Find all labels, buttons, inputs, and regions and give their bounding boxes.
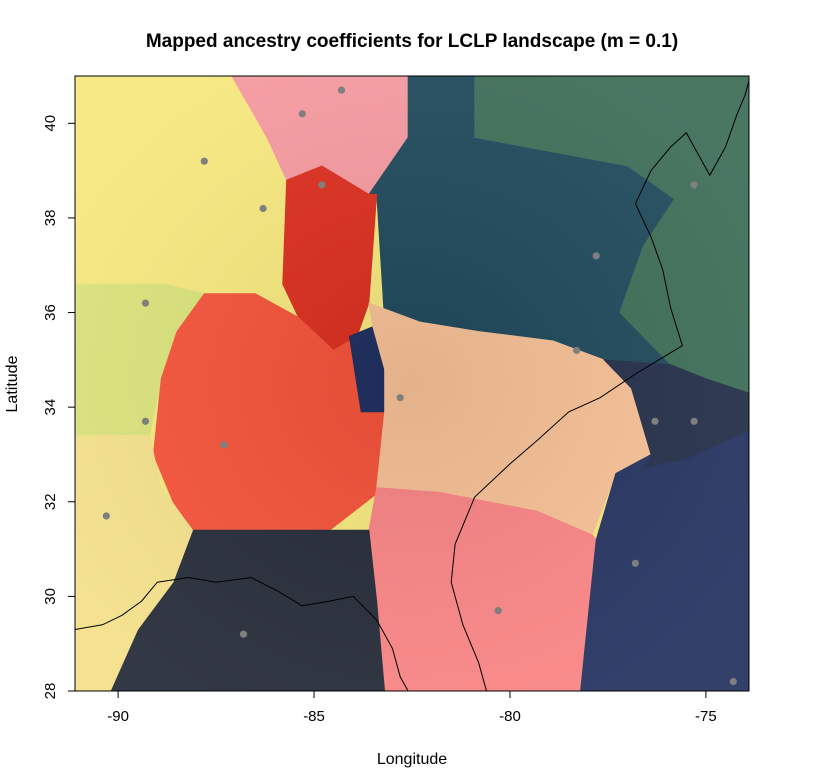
y-axis-label: Latitude	[4, 355, 21, 412]
plot-frame	[74, 75, 750, 692]
y-tick-label-5: 36	[42, 304, 59, 321]
sample-point-1	[337, 86, 346, 94]
sample-point-3	[200, 157, 208, 165]
sample-point-4	[318, 181, 326, 189]
sample-point-2	[298, 110, 306, 118]
y-axis: 28 30 32 34 36 38 40	[42, 115, 75, 699]
sample-point-16	[631, 559, 640, 567]
coastline-segment-2	[450, 80, 749, 691]
sample-point-14	[690, 417, 698, 425]
x-axis-label: Longitude	[377, 751, 447, 768]
x-tick-label-2: -85	[303, 708, 325, 725]
sample-point-12	[220, 441, 228, 449]
chart-title: Mapped ancestry coefficients for LCLP la…	[146, 31, 678, 52]
x-tick-label-4: -75	[695, 708, 717, 725]
sample-point-9	[690, 181, 698, 189]
sample-point-19	[729, 677, 737, 686]
coastline-segment-1	[75, 576, 409, 691]
x-axis: -90 -85 -80 -75	[107, 691, 717, 725]
coastline	[75, 80, 749, 691]
y-tick-label-2: 30	[42, 588, 59, 605]
plot-area	[75, 76, 749, 691]
sample-point-10	[396, 394, 404, 402]
x-tick-label-1: -90	[107, 708, 129, 725]
sample-point-7	[592, 252, 600, 260]
sample-point-8	[573, 346, 581, 354]
sample-point-13	[651, 417, 659, 425]
y-tick-label-6: 38	[42, 210, 59, 227]
y-tick-label-1: 28	[42, 683, 59, 700]
y-tick-label-3: 32	[42, 493, 59, 510]
sample-point-6	[141, 299, 150, 307]
x-tick-label-3: -80	[499, 708, 521, 725]
sample-point-15	[102, 512, 110, 520]
sample-point-17	[494, 607, 502, 615]
sample-points	[102, 86, 737, 686]
surface-shading	[75, 76, 749, 691]
sample-point-11	[141, 417, 150, 425]
y-tick-label-7: 40	[42, 115, 59, 132]
sample-point-5	[259, 204, 267, 213]
y-tick-label-4: 34	[42, 399, 59, 416]
ancestry-regions	[75, 76, 749, 691]
sample-point-18	[239, 630, 248, 638]
